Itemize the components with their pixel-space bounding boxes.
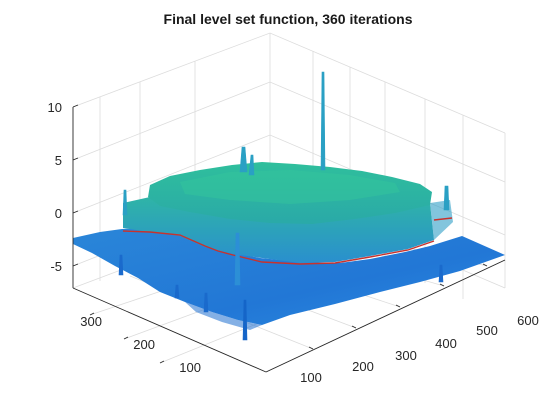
z-tick-label: 10 (48, 100, 62, 115)
y-tick-label: 300 (80, 314, 102, 329)
z-tick-label: 5 (55, 153, 62, 168)
y-tick-label: 100 (179, 360, 201, 375)
x-tick-label: 400 (435, 336, 457, 351)
y-axis-tick-labels: 300 200 100 (80, 314, 201, 375)
z-axis-tick-labels: 10 5 0 -5 (48, 100, 62, 274)
x-tick-label: 100 (300, 370, 322, 385)
y-tick-label: 200 (133, 337, 155, 352)
chart-title: Final level set function, 360 iterations (164, 11, 413, 27)
axes-lines (72, 107, 506, 373)
surface-spikes (118, 71, 450, 341)
surface-plateau-top (148, 162, 432, 224)
surface-base (73, 228, 505, 330)
x-tick-label: 600 (517, 313, 539, 328)
zero-level-contour (122, 217, 453, 265)
x-tick-label: 300 (395, 348, 417, 363)
x-axis-tick-labels: 100 200 300 400 500 600 (300, 313, 539, 385)
x-tick-label: 200 (352, 359, 374, 374)
z-tick-label: -5 (50, 259, 62, 274)
z-tick-label: 0 (55, 206, 62, 221)
axis-ticks (72, 104, 488, 364)
x-tick-label: 500 (476, 323, 498, 338)
